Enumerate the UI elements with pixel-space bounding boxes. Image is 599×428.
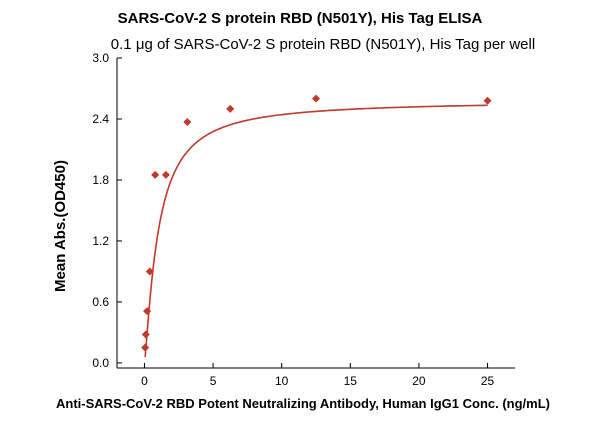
y-tick-label: 0.6 (92, 295, 109, 309)
data-point (312, 94, 320, 103)
fit-curve (144, 104, 488, 358)
x-axis-label: Anti-SARS-CoV-2 RBD Potent Neutralizing … (56, 396, 550, 411)
data-point (151, 170, 160, 179)
y-axis-label: Mean Abs.(OD450) (52, 160, 69, 292)
data-point (143, 307, 152, 316)
data-point (141, 330, 150, 339)
y-tick-label: 2.4 (92, 112, 109, 126)
axes (116, 58, 515, 369)
data-point (483, 96, 492, 105)
chart-subtitle: 0.1 μg of SARS-CoV-2 S protein RBD (N501… (111, 36, 535, 53)
x-tick-label: 0 (141, 374, 148, 388)
x-tick-label: 5 (210, 374, 217, 388)
data-point (183, 118, 192, 127)
data-points (141, 94, 492, 352)
x-tick-label: 20 (412, 374, 426, 388)
y-tick-label: 0.0 (92, 356, 109, 370)
y-tick-label: 3.0 (92, 51, 109, 65)
x-tick-label: 10 (275, 374, 289, 388)
data-point (145, 267, 154, 276)
y-ticks: 0.0 0.6 1.2 1.8 2.4 3.0 (92, 51, 122, 370)
chart-title: SARS-CoV-2 S protein RBD (N501Y), His Ta… (118, 10, 483, 27)
y-tick-label: 1.2 (92, 234, 109, 248)
data-point (161, 170, 170, 179)
x-tick-label: 25 (481, 374, 495, 388)
data-point (226, 104, 235, 113)
x-tick-label: 15 (344, 374, 358, 388)
y-tick-label: 1.8 (92, 173, 109, 187)
data-point (141, 343, 150, 352)
x-ticks: 0 5 10 15 20 25 (141, 363, 495, 388)
